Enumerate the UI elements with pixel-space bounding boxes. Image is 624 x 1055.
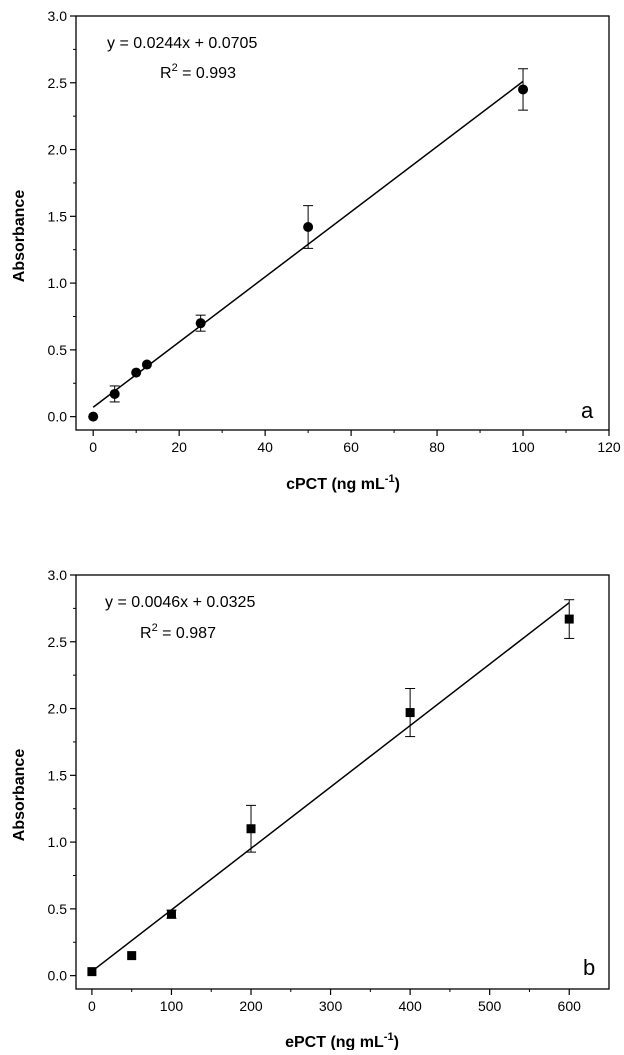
data-point xyxy=(303,222,314,233)
plot-frame xyxy=(75,15,610,431)
y-axis-label: Absorbance xyxy=(11,190,28,283)
y-axis-label: Absorbance xyxy=(11,749,28,842)
x-tick-label: 40 xyxy=(257,439,273,455)
x-tick-label: 100 xyxy=(511,439,535,455)
x-tick-label: 80 xyxy=(429,439,445,455)
data-point xyxy=(131,367,142,378)
y-tick-label: 3.0 xyxy=(48,567,68,583)
r-squared: R2 = 0.993 xyxy=(160,62,236,82)
data-point xyxy=(88,411,99,422)
x-tick-label: 120 xyxy=(597,439,621,455)
y-tick-label: 1.5 xyxy=(48,767,68,783)
y-tick-label: 2.0 xyxy=(48,142,68,158)
panel-b: 0 100 200 300 400 500 600 0.0 0.5 1.0 1.5 2.0 2.5 3.0… xyxy=(11,567,610,1051)
y-tick-label: 0.5 xyxy=(48,901,68,917)
panel-letter: b xyxy=(583,955,595,980)
y-tick-label: 0.5 xyxy=(48,342,68,358)
x-axis-label: cPCT (ng mL-1) xyxy=(286,473,400,493)
data-point xyxy=(87,967,97,977)
y-tick-label: 2.0 xyxy=(48,701,68,717)
x-tick-label: 200 xyxy=(239,998,263,1014)
x-tick-label: 0 xyxy=(88,998,96,1014)
data-point xyxy=(564,614,574,624)
y-tick-label: 1.0 xyxy=(48,834,68,850)
y-tick-label: 1.5 xyxy=(48,208,68,224)
data-point xyxy=(166,909,176,919)
x-tick-label: 20 xyxy=(171,439,187,455)
y-tick-label: 2.5 xyxy=(48,634,68,650)
x-tick-label: 0 xyxy=(89,439,97,455)
y-tick-label: 2.5 xyxy=(48,75,68,91)
plot-frame xyxy=(75,574,610,990)
data-point xyxy=(195,318,206,329)
y-tick-label: 0.0 xyxy=(48,968,68,984)
y-tick-label: 1.0 xyxy=(48,275,68,291)
x-tick-label: 400 xyxy=(398,998,422,1014)
x-tick-label: 600 xyxy=(558,998,582,1014)
y-tick-label: 3.0 xyxy=(48,8,68,24)
x-tick-label: 500 xyxy=(478,998,502,1014)
data-point xyxy=(127,951,137,961)
data-point xyxy=(405,708,415,718)
y-tick-label: 0.0 xyxy=(48,409,68,425)
fit-line xyxy=(91,602,570,972)
data-point xyxy=(246,824,256,834)
fit-equation: y = 0.0046x + 0.0325 xyxy=(105,594,255,611)
data-point xyxy=(109,388,120,399)
x-tick-label: 300 xyxy=(319,998,343,1014)
data-point xyxy=(141,359,152,370)
x-tick-label: 100 xyxy=(160,998,184,1014)
panel-a: 0 20 40 60 80 100 120 0.0 0.5 1.0 1.5 2.0 2.5 3.0 y = … xyxy=(11,8,621,493)
panel-letter: a xyxy=(581,398,594,423)
x-tick-label: 60 xyxy=(343,439,359,455)
r-squared: R2 = 0.987 xyxy=(140,622,216,642)
data-point xyxy=(518,84,529,95)
x-axis-label: ePCT (ng mL-1) xyxy=(285,1031,399,1050)
fit-equation: y = 0.0244x + 0.0705 xyxy=(107,35,257,52)
